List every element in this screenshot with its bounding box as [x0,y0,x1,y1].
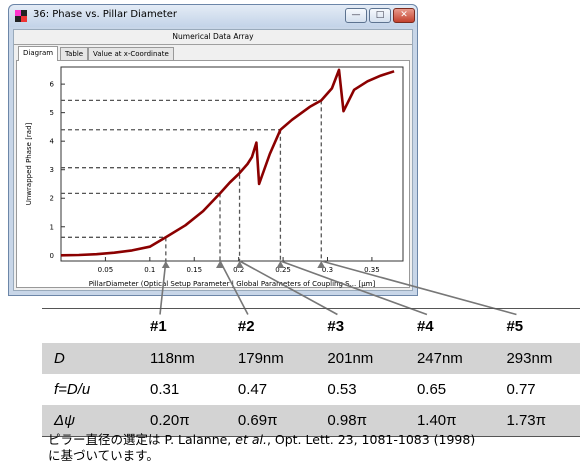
window-content: Numerical Data Array Diagram Table Value… [13,29,413,291]
y-tick-label: 1 [50,223,54,231]
y-axis-label: Unwrapped Phase [rad] [25,122,33,205]
table-cell: 0.98π [311,405,401,437]
x-tick-label: 0.2 [233,266,244,274]
row-label: D [42,343,134,374]
y-tick-label: 4 [50,138,55,146]
table-row: D 118nm 179nm 201nm 247nm 293nm [42,343,580,374]
callout-line [219,260,249,315]
y-tick-label: 0 [50,252,54,260]
callout-line [239,260,338,316]
minimize-button[interactable]: — [345,8,367,23]
table-cell: 1.40π [400,405,491,437]
maximize-button[interactable]: □ [369,8,391,23]
table-header-cell [42,308,134,343]
table-row: f=D/u 0.31 0.47 0.53 0.65 0.77 [42,374,580,405]
y-tick-label: 5 [50,109,54,117]
table-header-row: #1 #2 #3 #4 #5 [42,308,580,343]
table-cell: 0.31 [150,381,180,398]
maximize-icon: □ [375,10,385,20]
phase-window: 36: Phase vs. Pillar Diameter — □ ✕ Nume… [8,4,418,296]
table-header-cell: #3 [311,308,401,343]
callout-line [159,260,167,315]
x-tick-label: 0.15 [186,266,202,274]
table-header-cell: #1 [134,308,222,343]
callout-line [280,260,428,316]
table-cell: 0.69π [221,405,312,437]
table-cell: 0.47 [237,381,268,398]
callout-arrowhead [216,261,225,268]
note-suffix: , Opt. Lett. 23, 1081-1083 (1998) [266,432,476,447]
y-tick-label: 2 [50,195,54,203]
window-title: 36: Phase vs. Pillar Diameter [33,9,178,20]
pillar-table: #1 #2 #3 #4 #5 D 118nm 179nm 201nm 247nm… [42,308,580,437]
callout-arrowhead [317,261,326,268]
table-cell: 0.53 [327,381,357,398]
close-button[interactable]: ✕ [393,8,415,23]
note-etal: et al. [235,432,267,447]
table-cell: 0.65 [416,381,447,398]
row-label: f=D/u [54,381,91,398]
tab-table[interactable]: Table [60,47,89,60]
table-cell: 1.73π [490,405,580,437]
x-tick-label: 0.3 [322,266,333,274]
diagram-panel: 0.05 0.1 0.15 0.2 0.25 0.3 0.35 0 1 2 3 4 5 6 PillarDi… [16,60,410,288]
callout-arrowhead [161,261,170,268]
table-cell: 0.77 [506,381,536,398]
callout-arrowhead [276,261,285,268]
table-header-cell: #2 [221,308,312,343]
minimize-icon: — [351,10,361,20]
app-icon [15,10,27,22]
reference-note: ピラー直径の選定は P. Lalanne, et al., Opt. Lett.… [48,432,578,464]
close-icon: ✕ [400,10,408,20]
table-header-cell: #4 [400,308,491,343]
note-line2: に基づいています。 [48,448,159,463]
tab-value-at-x[interactable]: Value at x-Coordinate [88,47,174,60]
x-tick-label: 0.35 [364,266,380,274]
row-label: Δψ [42,405,134,437]
table-cell: 293nm [490,343,580,374]
table-row: Δψ 0.20π 0.69π 0.98π 1.40π 1.73π [42,405,580,437]
table-header-cell: #5 [490,308,580,343]
divider [14,44,412,45]
note-prefix: ピラー直径の選定は P. Lalanne, [48,432,236,447]
x-tick-label: 0.25 [275,266,291,274]
phase-curve [60,68,395,257]
y-tick-label: 6 [50,81,55,89]
callout-line [321,260,517,316]
table-cell: 118nm [134,343,222,374]
y-tick-label: 3 [50,166,54,174]
table-cell: 247nm [400,343,491,374]
table-cell: 0.20π [134,405,222,437]
callout-arrowhead [235,261,244,268]
table-cell: 201nm [311,343,401,374]
table-cell: 179nm [221,343,312,374]
x-tick-label: 0.1 [144,266,155,274]
data-array-title: Numerical Data Array [172,32,254,41]
window-titlebar[interactable]: 36: Phase vs. Pillar Diameter — □ ✕ [9,5,417,27]
x-tick-label: 0.05 [98,266,114,274]
tab-diagram[interactable]: Diagram [18,46,59,61]
plot-area [60,66,404,262]
